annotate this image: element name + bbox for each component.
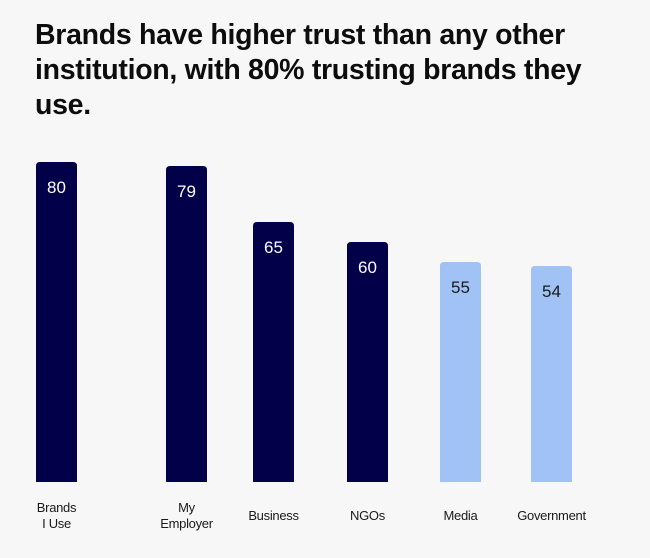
bar-3 bbox=[347, 242, 388, 482]
value-label-4: 55 bbox=[451, 278, 470, 297]
category-label-0: Brands I Use bbox=[37, 500, 77, 531]
category-label-3: NGOs bbox=[350, 508, 386, 523]
value-label-0: 80 bbox=[47, 178, 66, 197]
value-label-5: 54 bbox=[542, 282, 561, 301]
bar-0 bbox=[36, 162, 77, 482]
category-label-2: Business bbox=[248, 508, 299, 523]
category-label-5: Government bbox=[517, 508, 586, 523]
category-label-4: Media bbox=[444, 508, 479, 523]
value-label-2: 65 bbox=[264, 238, 283, 257]
bar-1 bbox=[166, 166, 207, 482]
bar-2 bbox=[253, 222, 294, 482]
bar-4 bbox=[440, 262, 481, 482]
category-label-1: My Employer bbox=[160, 500, 213, 531]
value-label-3: 60 bbox=[358, 258, 377, 277]
value-label-1: 79 bbox=[177, 182, 196, 201]
chart-title: Brands have higher trust than any other … bbox=[35, 19, 582, 121]
bar-5 bbox=[531, 266, 572, 482]
